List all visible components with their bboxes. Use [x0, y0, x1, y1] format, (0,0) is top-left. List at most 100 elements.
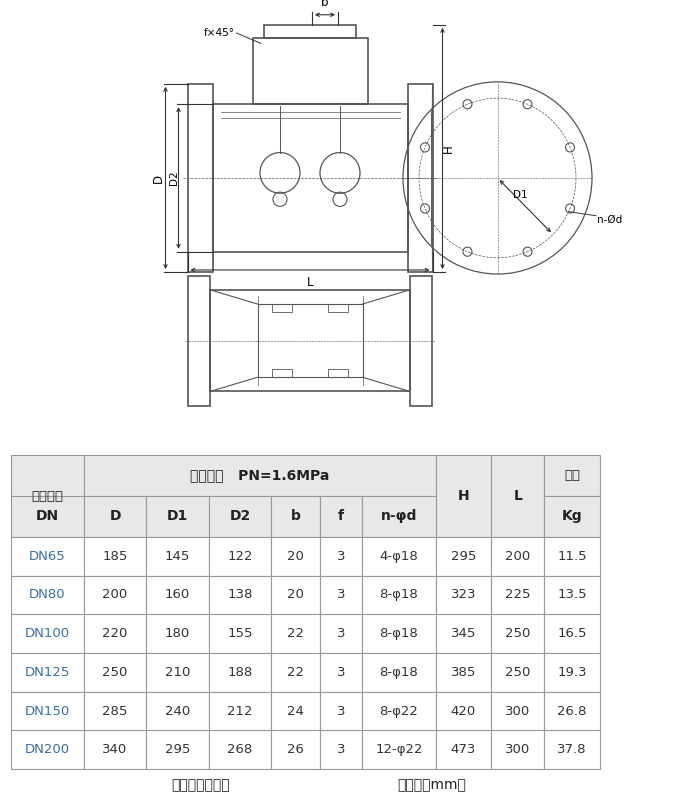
Text: b: b	[321, 0, 329, 9]
Text: 22: 22	[287, 627, 304, 640]
Bar	[544, 537, 600, 576]
Text: 200: 200	[505, 549, 531, 563]
Bar	[435, 731, 491, 770]
Text: H: H	[442, 144, 455, 153]
Text: 155: 155	[228, 627, 253, 640]
Text: DN80: DN80	[29, 588, 66, 601]
Bar	[10, 615, 84, 653]
Bar	[146, 653, 209, 692]
Text: 138: 138	[228, 588, 253, 601]
Text: 22: 22	[287, 666, 304, 679]
Bar	[146, 537, 209, 576]
Bar	[328, 304, 348, 312]
Bar	[435, 615, 491, 653]
Text: 11.5: 11.5	[557, 549, 587, 563]
Text: 240: 240	[165, 704, 190, 718]
Bar	[362, 496, 435, 537]
Text: 37.8: 37.8	[557, 743, 587, 756]
Bar	[271, 615, 320, 653]
Bar	[328, 369, 348, 378]
Text: 345: 345	[451, 627, 476, 640]
Text: 220: 220	[102, 627, 128, 640]
Text: 4-φ18: 4-φ18	[379, 549, 419, 563]
Bar	[362, 731, 435, 770]
Bar	[410, 276, 432, 405]
Bar	[544, 456, 600, 496]
Bar	[491, 731, 544, 770]
Text: 188: 188	[228, 666, 253, 679]
Text: 24: 24	[287, 704, 304, 718]
Bar	[491, 456, 544, 537]
Bar	[271, 576, 320, 615]
Text: 210: 210	[164, 666, 190, 679]
Text: D1: D1	[514, 190, 528, 200]
Text: 外形安装尺寸表: 外形安装尺寸表	[172, 778, 230, 792]
Bar	[209, 537, 271, 576]
Bar	[258, 304, 363, 378]
Text: 3: 3	[337, 743, 345, 756]
Bar	[320, 692, 362, 731]
Text: D: D	[109, 510, 121, 523]
Text: 3: 3	[337, 704, 345, 718]
Bar	[544, 496, 600, 537]
Bar	[271, 731, 320, 770]
Bar	[146, 576, 209, 615]
Bar	[209, 496, 271, 537]
Bar	[10, 456, 84, 537]
Bar	[362, 653, 435, 692]
Text: 225: 225	[505, 588, 531, 601]
Text: DN100: DN100	[25, 627, 70, 640]
Text: 420: 420	[451, 704, 476, 718]
Bar	[188, 84, 213, 272]
Bar	[10, 576, 84, 615]
Text: 250: 250	[505, 666, 531, 679]
Bar	[146, 731, 209, 770]
Text: 295: 295	[451, 549, 476, 563]
Bar	[491, 615, 544, 653]
Text: 295: 295	[164, 743, 190, 756]
Text: 公称直径: 公称直径	[32, 490, 63, 502]
Bar	[320, 537, 362, 576]
Text: 145: 145	[164, 549, 190, 563]
Bar	[544, 692, 600, 731]
Bar	[491, 692, 544, 731]
Text: 26: 26	[287, 743, 304, 756]
Bar	[213, 104, 407, 252]
Text: DN65: DN65	[29, 549, 66, 563]
Text: 13.5: 13.5	[557, 588, 587, 601]
Bar	[435, 692, 491, 731]
Bar	[272, 304, 292, 312]
Bar	[209, 615, 271, 653]
Text: 20: 20	[287, 588, 304, 601]
Text: 16.5: 16.5	[557, 627, 587, 640]
Bar	[320, 576, 362, 615]
Text: 20: 20	[287, 549, 304, 563]
Bar	[435, 576, 491, 615]
Bar	[491, 576, 544, 615]
Bar	[10, 537, 84, 576]
Text: 268: 268	[228, 743, 253, 756]
Bar	[362, 537, 435, 576]
Text: 323: 323	[451, 588, 476, 601]
Bar	[544, 576, 600, 615]
Bar	[320, 615, 362, 653]
Text: 26.8: 26.8	[557, 704, 587, 718]
Text: 8-φ18: 8-φ18	[379, 627, 419, 640]
Bar	[84, 731, 146, 770]
Bar	[271, 653, 320, 692]
Text: DN125: DN125	[25, 666, 70, 679]
Text: L: L	[307, 276, 314, 289]
Bar	[362, 615, 435, 653]
Text: 300: 300	[505, 743, 531, 756]
Bar	[146, 615, 209, 653]
Bar	[84, 692, 146, 731]
Text: 185: 185	[102, 549, 128, 563]
Text: 3: 3	[337, 549, 345, 563]
Bar	[362, 692, 435, 731]
Bar	[320, 731, 362, 770]
Text: 122: 122	[228, 549, 253, 563]
Bar	[271, 537, 320, 576]
Text: 250: 250	[102, 666, 128, 679]
Bar	[491, 653, 544, 692]
Text: 300: 300	[505, 704, 531, 718]
